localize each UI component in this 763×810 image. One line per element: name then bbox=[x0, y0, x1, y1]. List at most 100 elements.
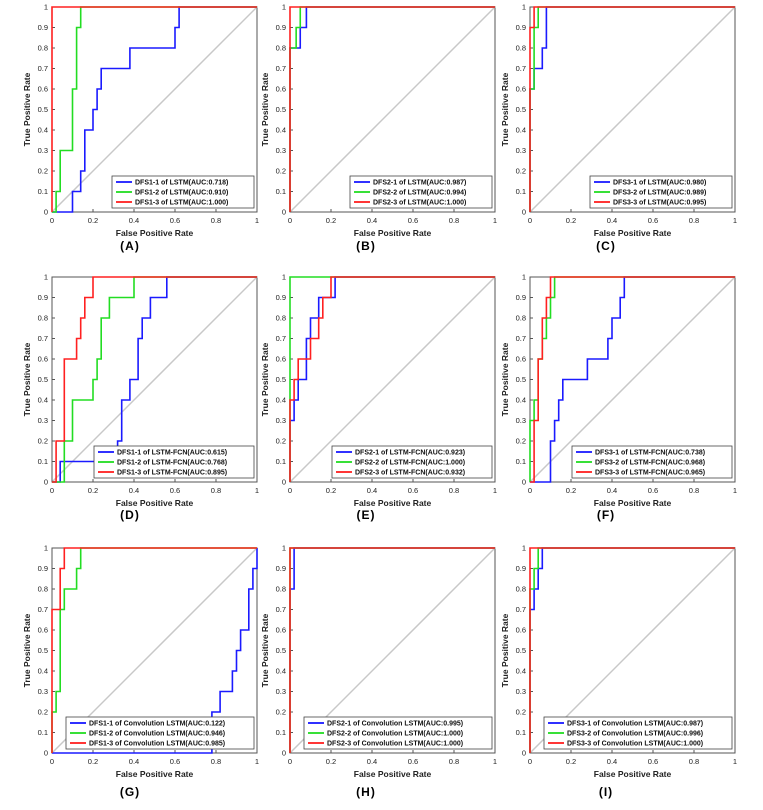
x-tick-label: 0 bbox=[288, 757, 292, 766]
x-tick-label: 0.6 bbox=[170, 486, 180, 495]
y-tick-label: 0.2 bbox=[516, 437, 526, 446]
y-tick-label: 0.1 bbox=[276, 187, 286, 196]
y-tick-label: 0.7 bbox=[276, 64, 286, 73]
y-tick-label: 0 bbox=[44, 749, 48, 758]
y-tick-label: 0.5 bbox=[276, 646, 286, 655]
y-tick-label: 0 bbox=[282, 208, 286, 217]
x-axis-label: False Positive Rate bbox=[354, 498, 432, 508]
roc-curve-2 bbox=[52, 6, 257, 213]
x-tick-label: 0.2 bbox=[88, 216, 98, 225]
y-tick-label: 0.2 bbox=[276, 167, 286, 176]
x-tick-label: 0.8 bbox=[449, 216, 459, 225]
legend-entry: DFS2-2 of LSTM-FCN(AUC:1.000) bbox=[355, 460, 465, 467]
x-tick-label: 0 bbox=[50, 757, 54, 766]
legend-box bbox=[93, 445, 255, 479]
y-tick-label: 0.4 bbox=[38, 126, 48, 135]
panel-caption: (A) bbox=[120, 239, 140, 253]
x-tick-label: 0 bbox=[528, 486, 532, 495]
roc-curve-3 bbox=[289, 276, 495, 482]
y-tick-label: 0.9 bbox=[38, 23, 48, 32]
x-tick-label: 0.4 bbox=[129, 757, 139, 766]
y-tick-label: 0.9 bbox=[38, 293, 48, 302]
legend-entry: DFS3-3 of LSTM(AUC:0.995) bbox=[613, 200, 706, 207]
legend-entry: DFS3-1 of LSTM(AUC:0.980) bbox=[613, 180, 706, 187]
y-tick-label: 0.7 bbox=[38, 64, 48, 73]
y-tick-label: 0.9 bbox=[516, 23, 526, 32]
y-tick-label: 1 bbox=[522, 273, 526, 282]
legend-entry: DFS1-2 of Convolution LSTM(AUC:0.946) bbox=[89, 731, 225, 738]
y-tick-label: 0.5 bbox=[516, 646, 526, 655]
y-tick-label: 0.2 bbox=[516, 708, 526, 717]
y-tick-label: 0.4 bbox=[276, 126, 286, 135]
legend-box bbox=[331, 445, 493, 479]
x-tick-label: 0.8 bbox=[689, 757, 699, 766]
chance-diagonal bbox=[51, 276, 258, 483]
y-tick-label: 0.6 bbox=[276, 355, 286, 364]
y-tick-label: 0.3 bbox=[516, 416, 526, 425]
x-axis-label: False Positive Rate bbox=[116, 228, 194, 238]
y-tick-label: 0 bbox=[282, 478, 286, 487]
legend-entry: DFS1-1 of Convolution LSTM(AUC:0.122) bbox=[89, 721, 225, 728]
y-tick-label: 0.1 bbox=[38, 457, 48, 466]
x-tick-label: 0 bbox=[528, 216, 532, 225]
x-tick-label: 0.2 bbox=[326, 216, 336, 225]
y-tick-label: 0.9 bbox=[276, 564, 286, 573]
legend-entry: DFS1-3 of LSTM-FCN(AUC:0.895) bbox=[117, 470, 227, 477]
x-tick-label: 0.4 bbox=[607, 216, 617, 225]
legend-entry: DFS2-1 of LSTM-FCN(AUC:0.923) bbox=[355, 450, 465, 457]
x-tick-label: 0.6 bbox=[408, 757, 418, 766]
y-tick-label: 0.1 bbox=[516, 457, 526, 466]
y-tick-label: 0.3 bbox=[276, 416, 286, 425]
y-tick-label: 0.8 bbox=[516, 314, 526, 323]
y-tick-label: 0.2 bbox=[516, 167, 526, 176]
y-tick-label: 0.6 bbox=[276, 626, 286, 635]
y-tick-label: 0 bbox=[44, 478, 48, 487]
y-tick-label: 1 bbox=[44, 544, 48, 553]
x-axis-label: False Positive Rate bbox=[116, 498, 194, 508]
x-tick-label: 0.2 bbox=[566, 486, 576, 495]
y-tick-label: 0.8 bbox=[276, 44, 286, 53]
y-tick-label: 0.5 bbox=[38, 646, 48, 655]
roc-curve-3 bbox=[289, 6, 495, 212]
chance-diagonal bbox=[529, 6, 736, 213]
roc-curve-3 bbox=[51, 6, 257, 212]
x-tick-label: 0.6 bbox=[408, 486, 418, 495]
y-axis-label: True Positive Rate bbox=[500, 342, 510, 416]
y-tick-label: 1 bbox=[282, 3, 286, 12]
roc-curve-3 bbox=[529, 6, 735, 212]
legend-entry: DFS1-3 of LSTM(AUC:1.000) bbox=[135, 200, 228, 207]
x-tick-label: 0.2 bbox=[326, 486, 336, 495]
x-tick-label: 0.8 bbox=[689, 216, 699, 225]
legend-entry: DFS1-1 of LSTM-FCN(AUC:0.615) bbox=[117, 450, 227, 457]
x-axis-label: False Positive Rate bbox=[594, 769, 672, 779]
y-tick-label: 0.6 bbox=[516, 626, 526, 635]
legend-box bbox=[303, 716, 493, 750]
panel-caption: (I) bbox=[598, 785, 614, 799]
y-axis-label: True Positive Rate bbox=[22, 342, 32, 416]
x-tick-label: 1 bbox=[733, 757, 737, 766]
legend-entry: DFS3-2 of Convolution LSTM(AUC:0.996) bbox=[567, 731, 703, 738]
y-tick-label: 1 bbox=[522, 3, 526, 12]
y-tick-label: 0.2 bbox=[38, 437, 48, 446]
y-tick-label: 0 bbox=[282, 749, 286, 758]
legend-entry: DFS1-2 of LSTM(AUC:0.910) bbox=[135, 190, 228, 197]
chance-diagonal bbox=[289, 276, 496, 483]
y-tick-label: 0.8 bbox=[38, 585, 48, 594]
y-tick-label: 0.9 bbox=[276, 293, 286, 302]
y-axis-label: True Positive Rate bbox=[260, 613, 270, 687]
y-tick-label: 0.5 bbox=[38, 105, 48, 114]
y-tick-label: 0.4 bbox=[276, 396, 286, 405]
x-tick-label: 0.4 bbox=[367, 216, 377, 225]
x-tick-label: 0.8 bbox=[211, 216, 221, 225]
y-tick-label: 0.4 bbox=[516, 396, 526, 405]
legend-entry: DFS2-2 of LSTM(AUC:0.994) bbox=[373, 190, 466, 197]
roc-curve-3 bbox=[529, 547, 735, 753]
roc-curve-1 bbox=[529, 547, 735, 753]
legend-entry: DFS1-1 of LSTM(AUC:0.718) bbox=[135, 180, 228, 187]
x-axis-label: False Positive Rate bbox=[116, 769, 194, 779]
x-axis-label: False Positive Rate bbox=[354, 228, 432, 238]
